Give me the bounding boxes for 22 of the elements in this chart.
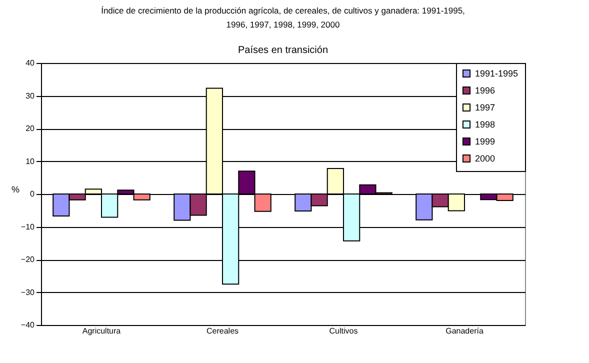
chart-subtitle: Países en transición [238,45,328,56]
y-tick-label: −40 [20,320,36,330]
y-tick-label: 40 [26,58,36,68]
x-tick-label: Cultivos [329,326,358,336]
legend-label: 1998 [475,120,496,130]
chart-title: Índice de crecimiento de la producción agrícola, de cereales, de cultivos y ganadera: 1991-1995, 1996, 1997, 1998, 1999, 2000 [101,6,465,30]
legend-label: 1999 [475,136,496,146]
y-tick-label: 0 [30,190,36,198]
y-tick-label: 30 [26,91,36,100]
x-tick-label: Agricultura [82,326,122,336]
y-tick-label: 20 [26,124,36,133]
y-tick-label: 10 [26,156,36,166]
legend-label: 1996 [475,86,496,96]
legend-label: 1997 [475,102,496,112]
y-tick-label: −10 [20,222,36,232]
y-axis-title: % [11,184,20,194]
x-tick-label: Ganadería [446,326,484,336]
y-tick-label: −20 [20,255,36,264]
x-tick-label: Cereales [206,326,239,336]
legend-label: 1991-1995 [475,68,518,78]
legend-label: 2000 [475,154,496,164]
y-tick-label: −30 [20,288,36,297]
